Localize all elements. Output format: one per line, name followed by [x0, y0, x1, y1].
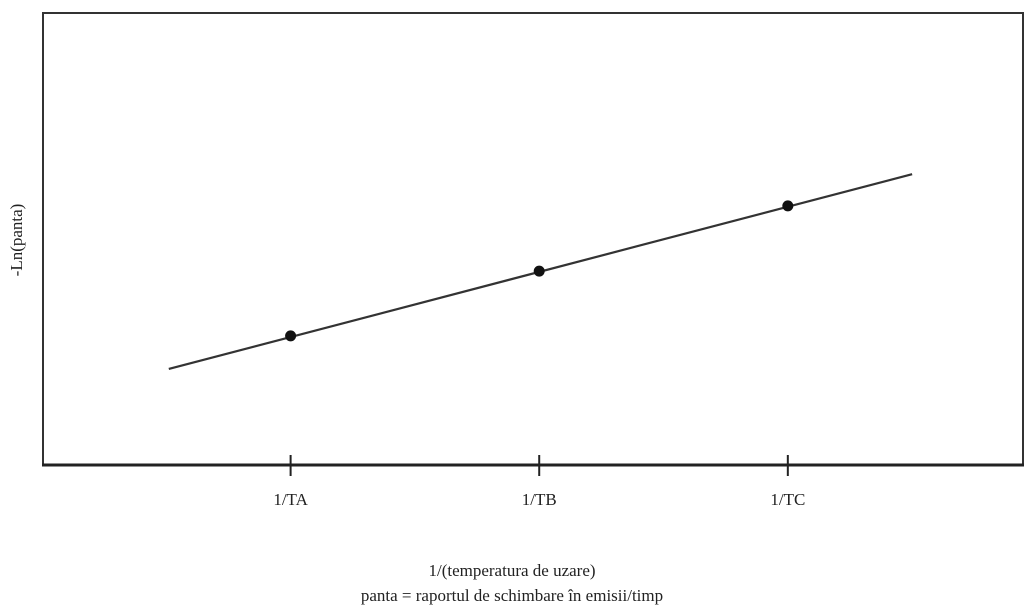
data-point	[782, 200, 794, 212]
data-point	[285, 330, 297, 342]
note: panta = raportul de schimbare în emisii/…	[361, 586, 663, 605]
x-axis-label: 1/(temperatura de uzare)	[428, 561, 595, 580]
x-tick-label: 1/TB	[522, 490, 557, 509]
y-axis-label: -Ln(panta)	[7, 204, 26, 277]
x-tick-label: 1/TC	[770, 490, 805, 509]
x-tick-label: 1/TA	[273, 490, 308, 509]
data-point	[533, 265, 545, 277]
